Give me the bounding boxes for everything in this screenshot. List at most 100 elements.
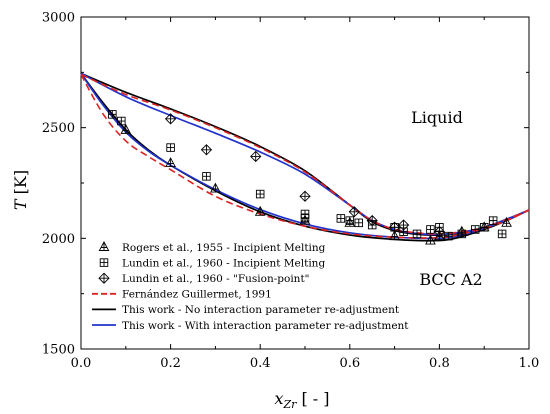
marker-cross [498,230,506,238]
y-axis-label-unit: [K] [11,170,30,200]
series-1-point [300,214,310,223]
marker-cross [122,124,129,134]
x-tick-label: 0.2 [160,356,181,371]
series-2-point [250,150,262,163]
legend-label-5: This work - With interaction parameter r… [122,320,409,332]
diamond-marker-icon [388,221,401,233]
marker-cross [458,230,466,238]
y-axis-label: T [K] [11,170,30,210]
marker-cross [212,183,219,193]
ticks-layer: 0.0 0.2 0.4 0.6 0.8 1.0 1500 2000 2500 3000 [42,11,539,372]
series-1-point [444,231,453,241]
legend: Rogers et al., 1955 - Incipient Melting L… [92,241,409,332]
series-0-point [165,157,176,168]
legend-marker-2 [98,272,110,284]
series-1-point [479,223,489,232]
series-2-point [433,226,446,238]
marker-cross [413,230,421,238]
marker-cross [503,217,510,227]
series-2-point [164,113,177,125]
x-axis-label-unit: [ - ] [296,389,329,408]
series-2-point [299,190,311,202]
marker-cross [300,191,310,202]
marker-cross [427,235,434,245]
points-layer [108,110,512,245]
marker-cross [426,225,435,234]
x-tick-label: 0.8 [429,356,450,371]
marker-cross [367,215,378,226]
marker-cross [257,206,264,216]
diamond-marker-icon [366,214,378,227]
marker-cross [434,226,445,237]
marker-cross [398,220,409,231]
marker-cross [301,214,309,223]
marker-cross [201,144,212,155]
marker-cross [346,216,354,225]
y-tick-label: 3000 [42,11,75,26]
series-0-point [210,182,221,193]
marker-cross [389,222,400,233]
series-1-point [426,225,435,234]
marker-cross [100,258,108,267]
series-1-point [497,229,507,239]
x-tick-label: 1.0 [519,356,540,371]
series-3-liquidus-line [80,73,530,235]
y-axis-label-main: T [11,198,30,210]
marker-cross [167,158,174,167]
marker-cross [256,190,264,198]
marker-cross [471,225,480,234]
series-1-point [354,218,364,228]
triangle-marker-icon [425,234,436,245]
series-3-solidus-line [80,74,530,239]
marker-cross [489,216,497,225]
series-1-point [202,172,211,181]
legend-label-3: Fernández Guillermet, 1991 [122,289,272,301]
legend-label-4: This work - No interaction parameter re-… [122,304,400,316]
legend-label-1: Lundin et al., 1960 - Incipient Melting [122,257,325,269]
marker-cross [101,242,107,251]
marker-cross [165,113,176,124]
x-tick-label: 0.6 [339,356,360,371]
marker-cross [349,206,360,217]
bcc-region-label: BCC A2 [419,270,482,289]
marker-cross [202,172,211,181]
y-tick-label: 2000 [42,232,75,247]
series-1-point [336,214,346,223]
series-1-point [488,216,498,225]
series-1-point [166,143,175,152]
series-1-point [345,216,355,225]
series-2-point [366,214,378,227]
x-axis-label-sub: Zr [282,398,297,411]
series-0-point [254,205,266,216]
marker-cross [117,117,126,125]
series-0-point [120,123,132,134]
series-1-point [108,110,117,119]
series-1-point [470,225,480,234]
series-1-point [457,229,467,239]
marker-cross [99,273,109,284]
marker-cross [108,110,117,119]
series-2-point [388,221,401,233]
liquid-region-label: Liquid [411,108,463,127]
series-0-point [425,234,436,245]
x-tick-label: 0.4 [250,356,271,371]
marker-cross [337,214,345,223]
series-1-point [117,116,126,126]
marker-cross [354,219,363,227]
series-1-point [255,189,265,199]
legend-label-0: Rogers et al., 1955 - Incipient Melting [122,242,326,254]
marker-cross [166,143,175,152]
x-axis-label: xZr [ - ] [274,389,329,411]
triangle-marker-icon [299,214,311,225]
y-tick-label: 1500 [42,343,75,358]
marker-cross [480,223,488,232]
y-tick-label: 2500 [42,121,75,136]
legend-marker-0 [98,241,110,251]
series-1-point [412,229,422,239]
x-axis-label-main: x [274,389,283,408]
legend-marker-1 [99,258,109,267]
series-2-point [200,144,213,156]
series-2-point [348,206,360,218]
x-tick-label: 0.0 [71,356,92,371]
